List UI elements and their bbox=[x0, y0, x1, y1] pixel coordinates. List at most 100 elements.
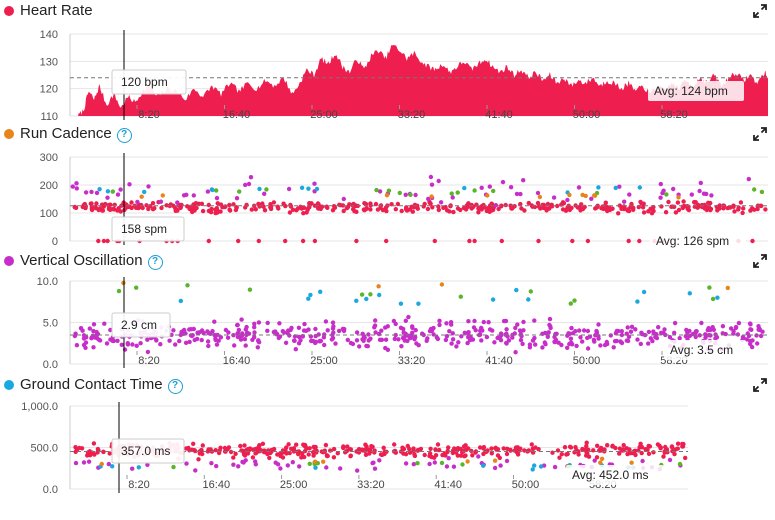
heart-rate-chart[interactable]: 110 120 130 140 8:20 16:40 25:00 33:20 41:40 50:0… bbox=[0, 22, 775, 123]
data-point bbox=[235, 334, 241, 340]
data-point bbox=[680, 205, 685, 211]
data-point bbox=[672, 320, 678, 326]
expand-icon[interactable] bbox=[753, 378, 767, 392]
data-point bbox=[664, 192, 669, 197]
help-icon[interactable]: ? bbox=[167, 379, 183, 394]
data-point bbox=[740, 210, 745, 216]
data-point bbox=[585, 451, 590, 456]
data-point bbox=[437, 318, 442, 323]
data-point bbox=[283, 238, 288, 244]
data-point bbox=[130, 466, 135, 471]
data-point bbox=[421, 204, 426, 209]
data-point bbox=[596, 322, 601, 327]
data-point bbox=[341, 196, 346, 202]
data-point bbox=[256, 238, 261, 244]
data-point bbox=[86, 459, 92, 464]
data-point bbox=[703, 335, 708, 340]
data-point bbox=[105, 189, 111, 194]
data-point bbox=[526, 297, 531, 302]
data-point bbox=[382, 451, 387, 457]
data-point bbox=[213, 207, 218, 212]
data-point bbox=[717, 206, 722, 211]
data-point bbox=[226, 330, 231, 335]
data-point bbox=[671, 186, 676, 192]
data-point bbox=[568, 340, 574, 345]
data-point bbox=[231, 462, 236, 467]
data-point bbox=[489, 451, 494, 456]
expand-icon[interactable] bbox=[753, 254, 767, 268]
help-icon[interactable]: ? bbox=[116, 128, 132, 143]
x-tick-label: 8:20 bbox=[128, 479, 149, 491]
data-point bbox=[187, 205, 192, 210]
data-point bbox=[303, 328, 309, 333]
y-tick-label: 1,000.0 bbox=[21, 401, 58, 413]
data-point bbox=[214, 463, 219, 469]
data-point bbox=[732, 209, 737, 214]
data-point bbox=[675, 446, 680, 451]
data-point bbox=[112, 207, 117, 212]
data-point bbox=[646, 329, 652, 335]
data-point bbox=[104, 341, 110, 346]
data-point bbox=[465, 459, 470, 464]
data-point bbox=[748, 327, 753, 332]
heart-rate-area bbox=[78, 45, 768, 116]
data-point bbox=[102, 321, 107, 326]
data-point bbox=[704, 207, 709, 213]
data-point bbox=[667, 457, 673, 463]
data-point bbox=[145, 462, 150, 467]
data-point bbox=[501, 318, 507, 324]
vertical-oscillation-chart[interactable]: 0.05.010.08:20 16:40 25:00 33:20 41:40 50:00 5… bbox=[0, 272, 775, 374]
data-point bbox=[253, 451, 258, 456]
data-point bbox=[589, 196, 594, 201]
data-point bbox=[580, 192, 585, 198]
data-point bbox=[195, 330, 200, 335]
tooltip-value: 2.9 cm bbox=[121, 318, 157, 332]
data-point bbox=[476, 210, 481, 215]
run-cadence-chart[interactable]: 01002003008:2016:4025:0033:2041:4050:005… bbox=[0, 145, 775, 250]
data-point bbox=[515, 452, 521, 457]
data-point bbox=[573, 329, 578, 334]
data-point bbox=[159, 205, 164, 211]
data-point bbox=[461, 444, 467, 449]
data-point bbox=[296, 334, 302, 340]
expand-icon[interactable] bbox=[753, 4, 767, 18]
data-point bbox=[214, 188, 219, 193]
data-point bbox=[218, 335, 224, 340]
expand-icon[interactable] bbox=[753, 127, 767, 141]
data-point bbox=[435, 442, 441, 447]
data-point bbox=[318, 289, 323, 294]
ground-contact-time-chart[interactable]: 0.0 500.0 1,000.0 8:20 16:40 25:00 33:20 41:40 5… bbox=[0, 396, 775, 520]
y-tick-label: 110 bbox=[40, 111, 58, 123]
data-point bbox=[386, 188, 392, 193]
data-point bbox=[637, 238, 642, 244]
x-tick-label: 25:00 bbox=[310, 355, 338, 367]
y-tick-label: 10.0 bbox=[37, 276, 58, 288]
data-point bbox=[485, 193, 490, 198]
data-point bbox=[697, 188, 702, 194]
data-point bbox=[685, 335, 690, 340]
panel-title: Heart Rate bbox=[20, 2, 93, 19]
data-point bbox=[271, 200, 277, 205]
data-point bbox=[238, 443, 243, 449]
data-point bbox=[723, 331, 728, 337]
data-point bbox=[509, 206, 514, 211]
data-point bbox=[285, 463, 290, 468]
data-point bbox=[518, 337, 524, 343]
data-point bbox=[621, 443, 626, 448]
data-point bbox=[214, 195, 220, 201]
data-point bbox=[213, 210, 218, 216]
data-point bbox=[257, 186, 262, 192]
data-point bbox=[481, 463, 486, 468]
data-point bbox=[585, 328, 591, 334]
data-point bbox=[518, 201, 523, 207]
data-point bbox=[627, 192, 632, 197]
data-point bbox=[373, 330, 378, 335]
data-point bbox=[385, 324, 390, 329]
data-point bbox=[559, 452, 564, 457]
data-point bbox=[513, 350, 518, 355]
data-point bbox=[538, 464, 544, 469]
data-point bbox=[646, 451, 652, 456]
help-icon[interactable]: ? bbox=[147, 255, 163, 270]
data-point bbox=[432, 460, 437, 465]
data-point bbox=[501, 446, 506, 451]
